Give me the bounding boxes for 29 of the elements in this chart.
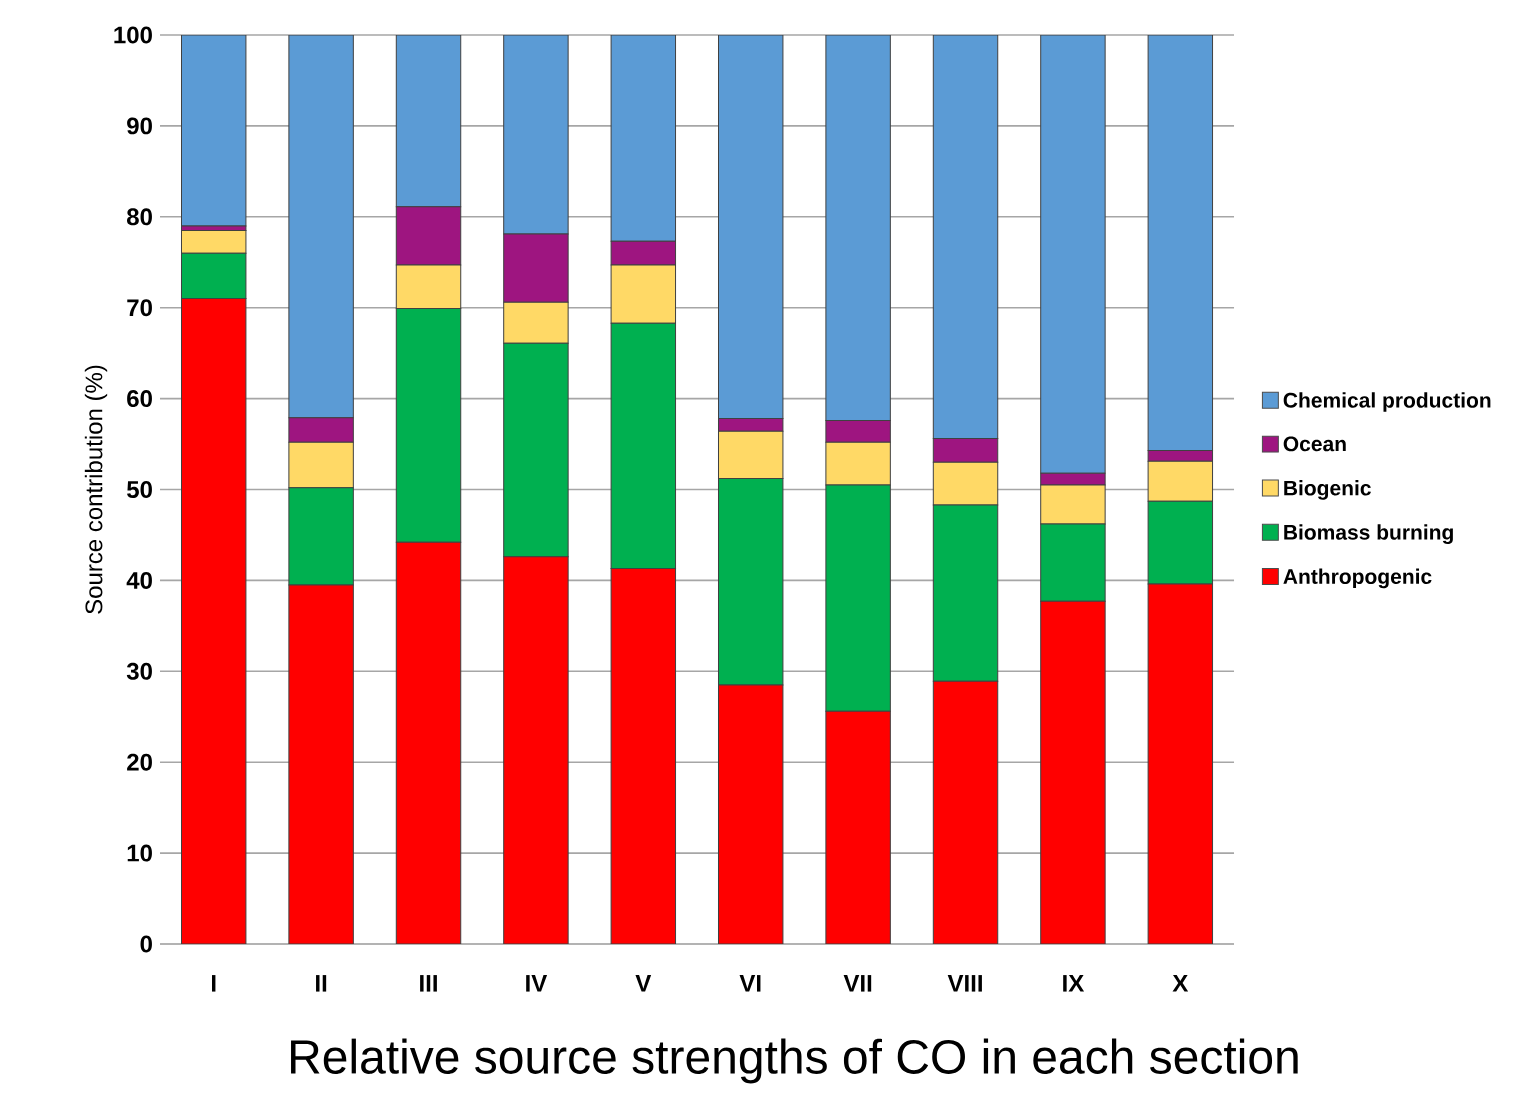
x-tick-label: III	[420, 975, 437, 992]
x-tick-label: V	[635, 975, 652, 992]
y-tick-label: 60	[127, 390, 152, 408]
y-tick-label: 50	[127, 481, 152, 498]
x-tick-label: X	[1172, 975, 1189, 992]
x-tick-label: VII	[843, 975, 872, 992]
y-tick-label: 90	[127, 117, 152, 135]
x-tick-label: IV	[526, 975, 548, 992]
y-tick-label: 0	[140, 935, 152, 953]
x-tick-label: IX	[1063, 975, 1085, 992]
x-tick-label: VIII	[947, 975, 982, 992]
legend-label: Ocean	[1283, 436, 1346, 452]
y-tick-label: 70	[127, 299, 152, 317]
legend-label: Biomass burning	[1284, 524, 1453, 544]
y-tick-label: 100	[114, 26, 152, 44]
legend-label: Chemical production	[1283, 392, 1491, 412]
y-axis-title: Source contribution (%)	[84, 365, 108, 614]
x-tick-label: I	[211, 975, 216, 992]
text: Relative source strengths of CO in each section	[291, 1038, 1298, 1084]
y-tick-label: 30	[126, 662, 152, 680]
y-tick-label: 40	[126, 571, 152, 589]
x-tick-label: VI	[739, 975, 761, 992]
x-tick-label: II	[316, 975, 327, 992]
bar	[180, 34, 247, 227]
y-tick-label: 80	[127, 208, 152, 226]
y-tick-label: 10	[127, 844, 152, 862]
legend-label: Biogenic	[1284, 480, 1371, 500]
y-tick-label: 20	[127, 753, 152, 771]
legend-label: Anthropogenic	[1283, 568, 1432, 589]
